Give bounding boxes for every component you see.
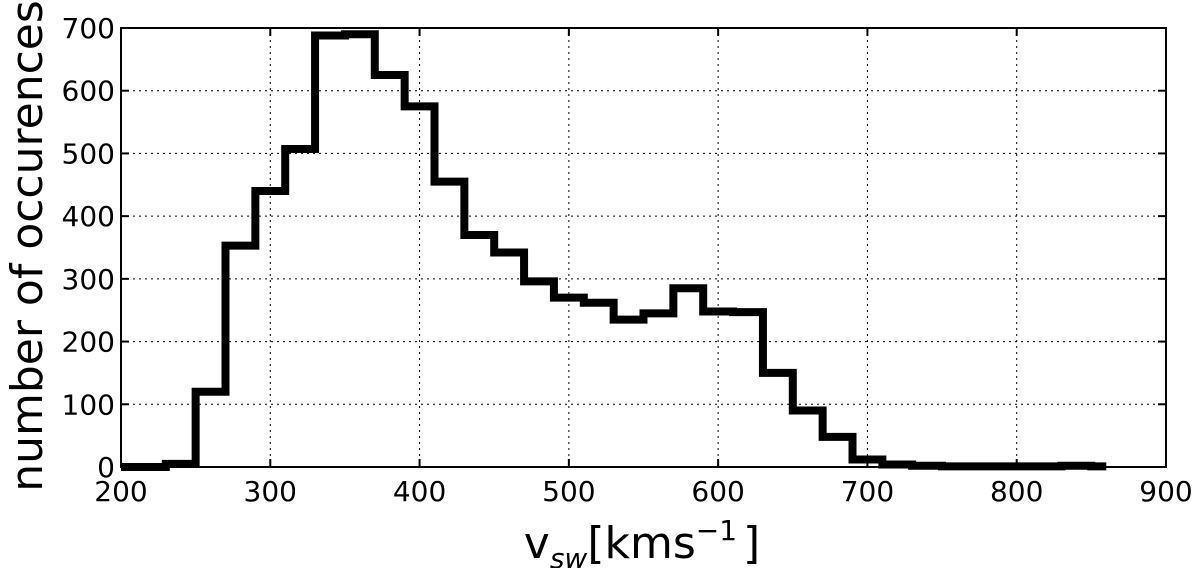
plot-frame-layer (120, 27, 1167, 468)
x-axis-unit-exponent: −1 (696, 514, 737, 547)
grid-layer (120, 27, 1167, 468)
x-axis-subscript: sw (550, 542, 588, 568)
y-axis-title: number of occurences (2, 0, 53, 492)
x-tick-label: 600 (691, 475, 744, 508)
x-tick-label: 900 (1139, 475, 1192, 508)
y-tick-labels: 0 100 200 300 400 500 600 700 (62, 12, 115, 484)
y-tick-label: 100 (62, 388, 115, 421)
y-tick-label: 600 (62, 75, 115, 108)
x-tick-label: 400 (393, 475, 446, 508)
plot-frame (120, 27, 1167, 468)
y-tick-label: 0 (97, 451, 115, 484)
histogram-layer (121, 30, 1107, 471)
histogram-step-line (121, 30, 1107, 471)
y-tick-label: 200 (62, 326, 115, 359)
x-axis-title: vsw[kms−1] (524, 514, 760, 568)
y-tick-label: 500 (62, 137, 115, 170)
x-tick-label: 500 (542, 475, 595, 508)
x-tick-label: 200 (94, 475, 147, 508)
y-tick-label: 700 (62, 12, 115, 45)
x-axis-unit: [kms (587, 518, 695, 568)
x-axis-unit-close: ] (743, 518, 760, 568)
x-tick-label: 300 (244, 475, 297, 508)
y-tick-label: 400 (62, 200, 115, 233)
x-tick-label: 800 (990, 475, 1043, 508)
x-tick-labels: 200 300 400 500 600 700 800 900 (94, 475, 1192, 508)
x-tick-label: 700 (841, 475, 894, 508)
x-axis-symbol: v (524, 518, 550, 568)
y-tick-label: 300 (62, 263, 115, 296)
